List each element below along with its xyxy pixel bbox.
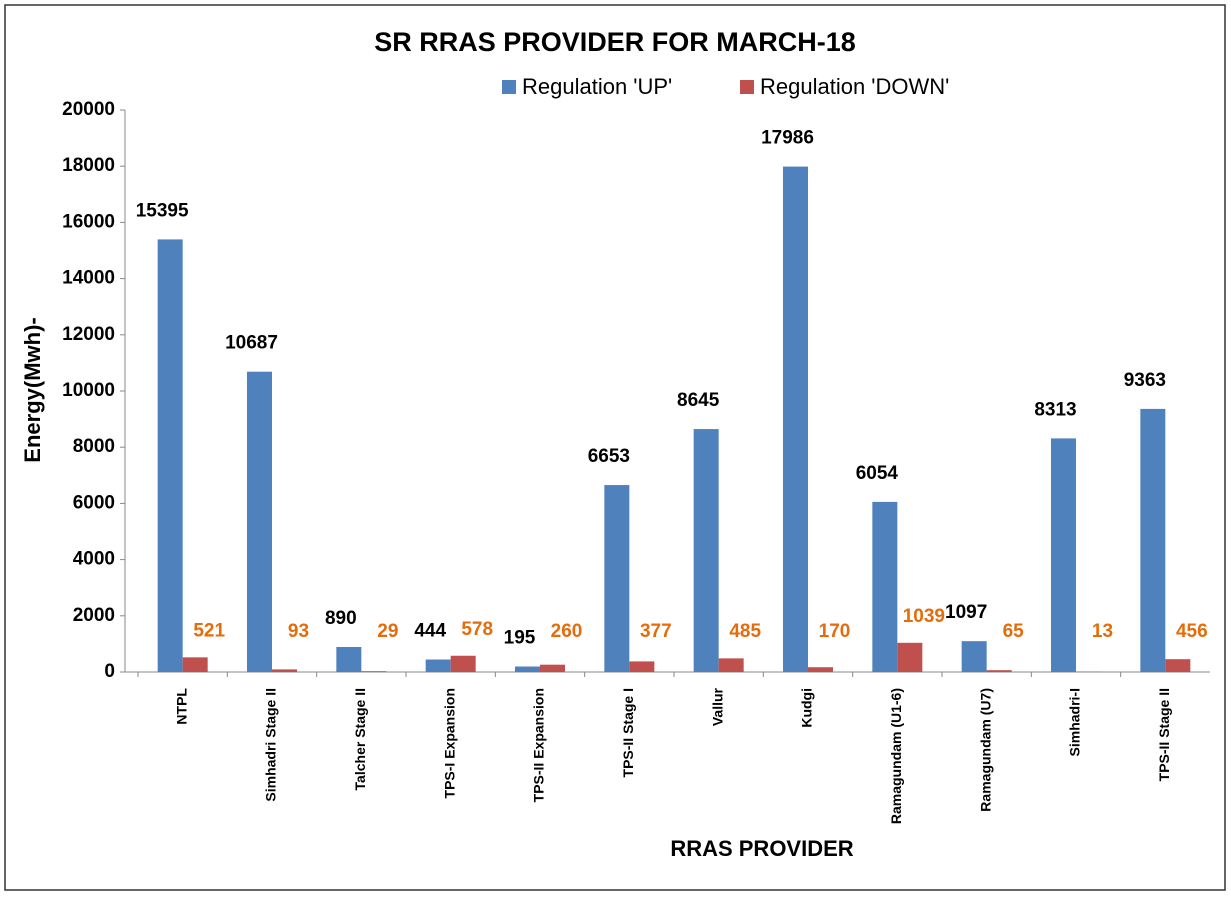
bar xyxy=(604,485,629,672)
chart-title: SR RRAS PROVIDER FOR MARCH-18 xyxy=(374,27,856,57)
bar xyxy=(629,661,654,672)
legend-label: Regulation 'DOWN' xyxy=(760,74,949,99)
bar xyxy=(361,671,386,672)
x-tick-label: Simhadri-I xyxy=(1067,688,1083,756)
y-tick-label: 0 xyxy=(104,661,115,682)
y-tick-label: 12000 xyxy=(62,324,115,345)
data-label: 444 xyxy=(414,621,446,642)
x-tick-label: TPS-II Expansion xyxy=(531,688,547,802)
bar xyxy=(783,167,808,672)
bar xyxy=(451,656,476,672)
y-tick-label: 20000 xyxy=(62,99,115,120)
legend-swatch xyxy=(502,80,516,94)
y-axis-title: Energy(Mwh)- xyxy=(20,317,45,462)
x-tick-label: Kudgi xyxy=(799,688,815,728)
bar xyxy=(247,372,272,672)
y-tick-label: 18000 xyxy=(62,155,115,176)
x-tick-label: Ramagundam (U7) xyxy=(977,688,993,812)
bar xyxy=(808,667,833,672)
bar xyxy=(158,239,183,672)
bar xyxy=(872,502,897,672)
data-label: 377 xyxy=(640,621,672,642)
data-label: 15395 xyxy=(136,200,189,221)
bar xyxy=(1051,438,1076,672)
bar xyxy=(962,641,987,672)
data-label: 578 xyxy=(461,619,493,640)
x-tick-label: Vallur xyxy=(709,687,725,726)
bar xyxy=(426,660,451,672)
data-label: 170 xyxy=(819,621,851,642)
bar xyxy=(336,647,361,672)
data-label: 17986 xyxy=(761,128,814,149)
data-label: 521 xyxy=(193,620,225,641)
data-label: 65 xyxy=(1003,621,1025,642)
y-tick-label: 16000 xyxy=(62,211,115,232)
bar xyxy=(1140,409,1165,672)
x-tick-label: TPS-II Stage I xyxy=(620,688,636,777)
x-tick-label: Ramagundam (U1-6) xyxy=(888,688,904,824)
x-tick-label: TPS-II Stage II xyxy=(1156,688,1172,781)
data-label: 6054 xyxy=(856,463,899,484)
y-tick-label: 4000 xyxy=(73,549,115,570)
bar xyxy=(719,658,744,672)
bar xyxy=(987,670,1012,672)
x-tick-label: NTPL xyxy=(173,688,189,725)
data-label: 13 xyxy=(1092,621,1113,642)
x-tick-label: TPS-I Expansion xyxy=(441,688,457,798)
legend-label: Regulation 'UP' xyxy=(522,74,672,99)
bar xyxy=(897,643,922,672)
data-label: 8645 xyxy=(677,390,720,411)
data-label: 9363 xyxy=(1124,370,1166,391)
y-tick-label: 14000 xyxy=(62,268,115,289)
data-label: 6653 xyxy=(588,446,630,467)
y-tick-label: 10000 xyxy=(62,380,115,401)
x-tick-label: Simhadri Stage II xyxy=(263,688,279,802)
data-label: 485 xyxy=(729,621,761,642)
y-tick-label: 6000 xyxy=(73,492,115,513)
data-label: 456 xyxy=(1176,621,1208,642)
data-label: 195 xyxy=(504,628,536,649)
data-label: 10687 xyxy=(225,333,278,354)
data-label: 1097 xyxy=(945,602,987,623)
bar xyxy=(694,429,719,672)
bar xyxy=(1165,659,1190,672)
y-tick-label: 2000 xyxy=(73,605,115,626)
data-label: 29 xyxy=(377,621,398,642)
y-tick-label: 8000 xyxy=(73,436,115,457)
data-label: 1039 xyxy=(903,606,945,627)
data-label: 890 xyxy=(325,608,357,629)
data-label: 8313 xyxy=(1034,399,1076,420)
bar xyxy=(540,665,565,672)
x-axis-title: RRAS PROVIDER xyxy=(670,836,853,861)
bar xyxy=(183,657,208,672)
bar xyxy=(272,669,297,672)
x-tick-label: Talcher Stage II xyxy=(352,688,368,790)
bar xyxy=(515,667,540,672)
legend-swatch xyxy=(740,80,754,94)
data-label: 93 xyxy=(288,621,309,642)
data-label: 260 xyxy=(551,621,583,642)
